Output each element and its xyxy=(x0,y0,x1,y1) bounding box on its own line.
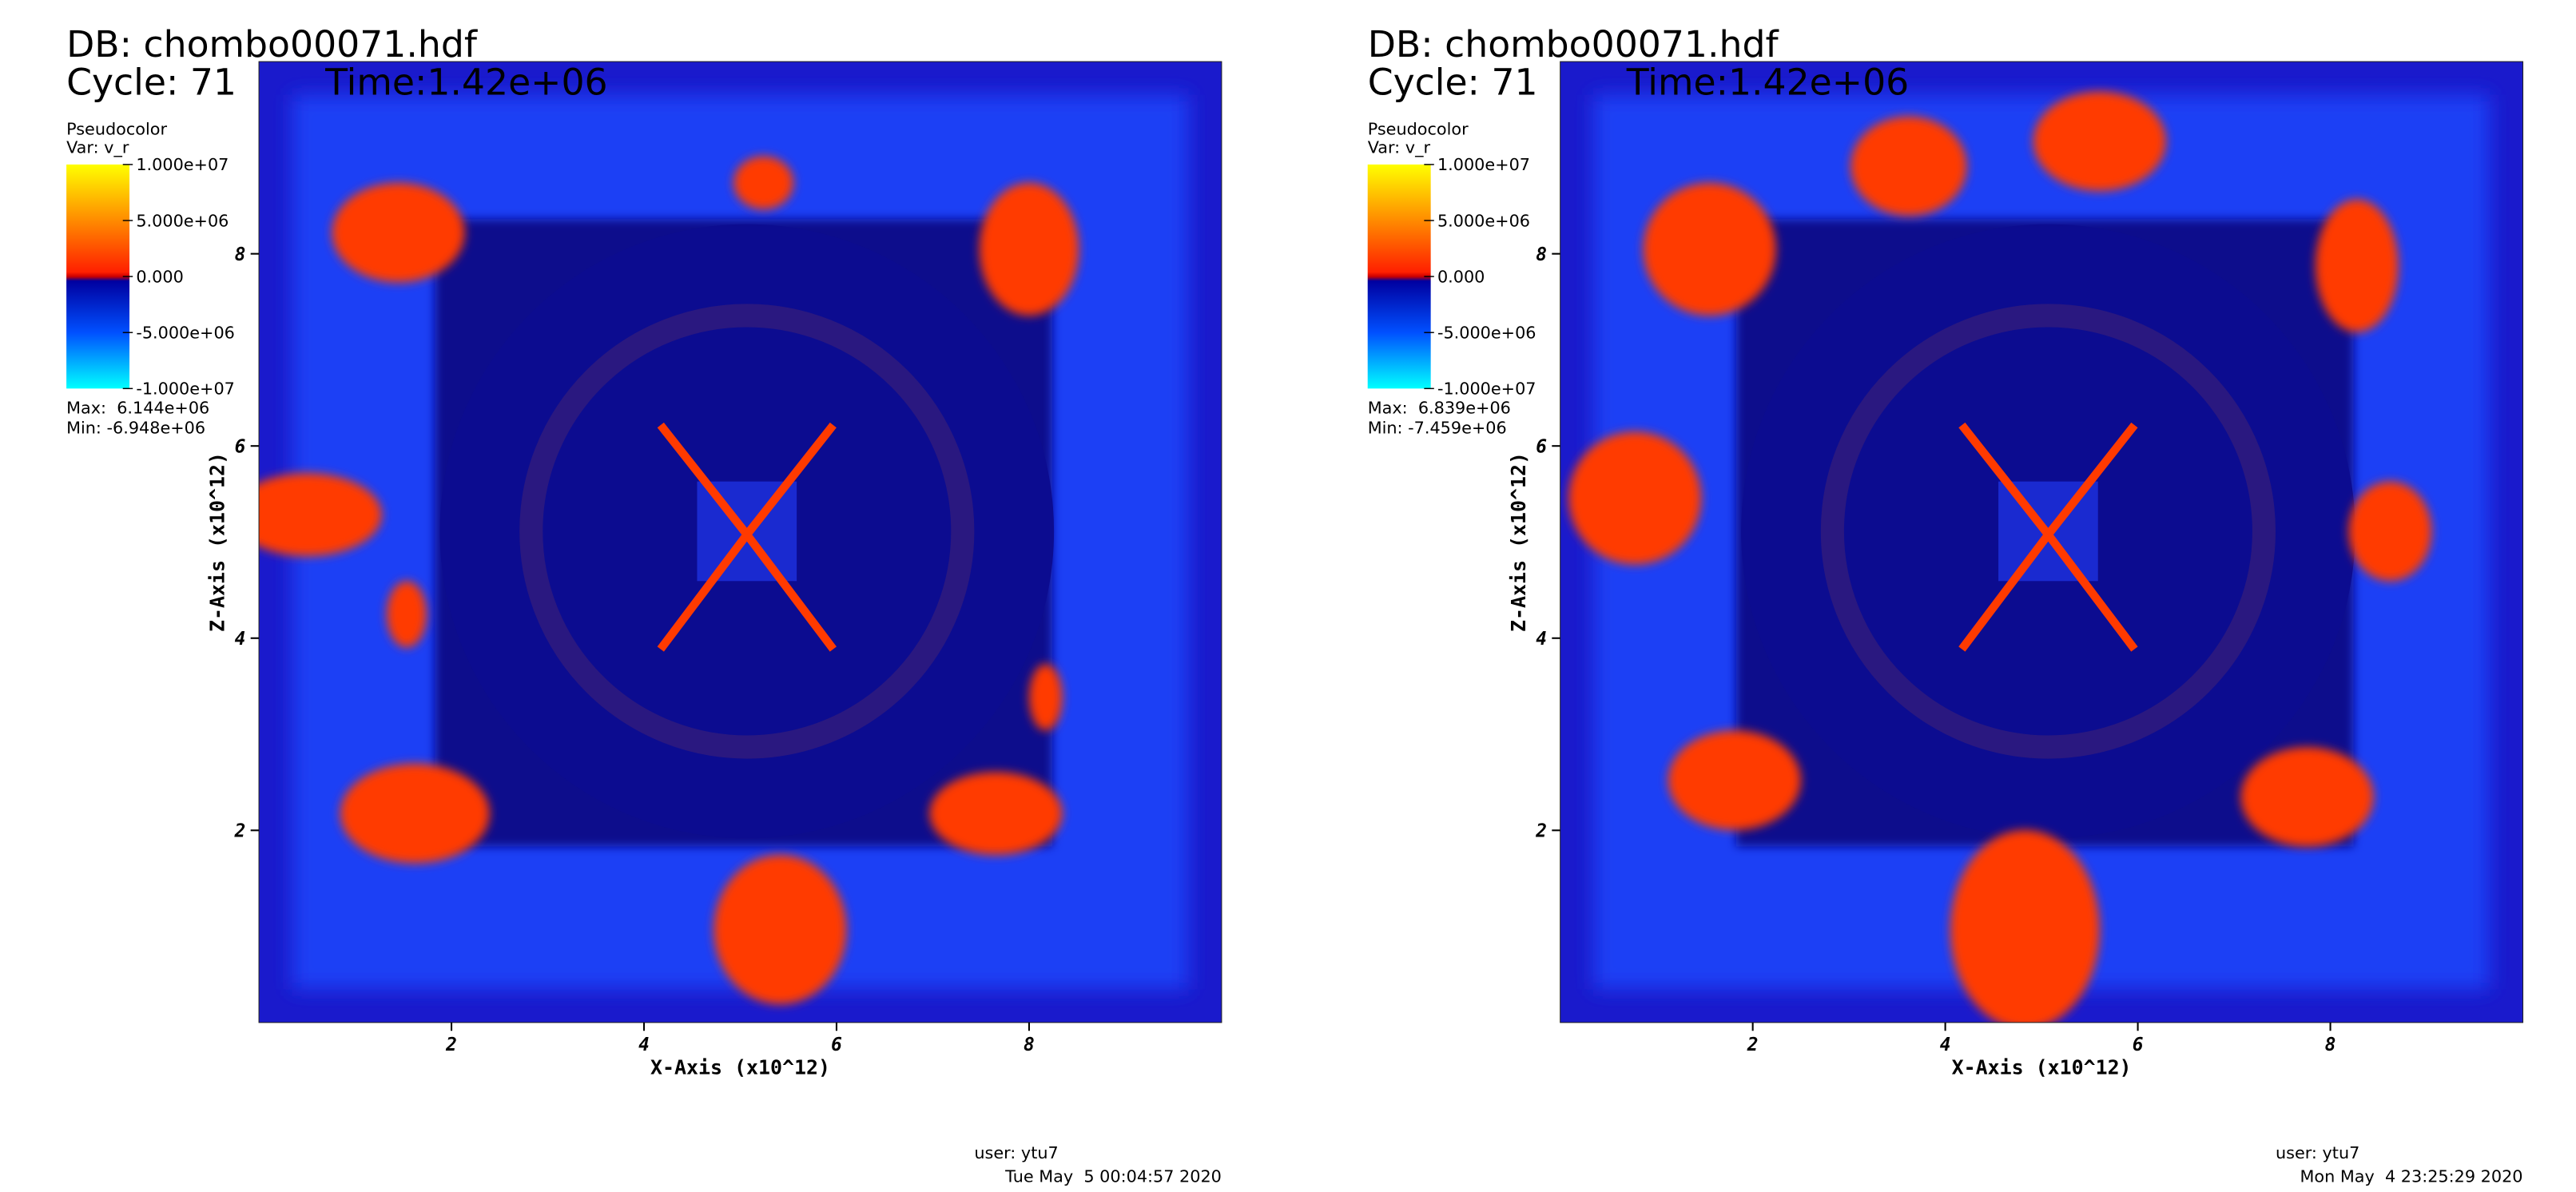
hot-region xyxy=(332,182,465,283)
colorbar-label: 5.000e+06 xyxy=(136,211,229,230)
x-axis-label: X-Axis (x10^12) xyxy=(650,1055,830,1079)
x-tick-label: 8 xyxy=(2325,1035,2336,1055)
time: Time:1.42e+06 xyxy=(324,62,607,104)
pseudocolor-image xyxy=(259,62,1222,1023)
jet xyxy=(743,532,837,652)
ring xyxy=(519,304,975,759)
y-tick-label: 6 xyxy=(235,437,246,458)
y-tick-label: 2 xyxy=(1535,821,1547,842)
hot-region xyxy=(340,763,490,864)
plot-frame xyxy=(1560,61,2524,1023)
hot-region xyxy=(1851,116,1967,217)
jet xyxy=(1958,532,2052,652)
date: Tue May 5 00:04:57 2020 xyxy=(1004,1166,1222,1186)
y-tick-label: 4 xyxy=(1536,629,1547,650)
legend-title: Pseudocolor xyxy=(1368,120,1469,139)
legend-var: Var: v_r xyxy=(66,137,129,157)
x-tick-label: 4 xyxy=(638,1035,650,1055)
hot-region xyxy=(1643,182,1776,316)
hot-region xyxy=(2315,199,2399,332)
x-tick-label: 6 xyxy=(831,1035,842,1055)
user: user: ytu7 xyxy=(2276,1143,2359,1162)
legend-max: Max: 6.144e+06 xyxy=(66,398,209,417)
legend-max: Max: 6.839e+06 xyxy=(1368,398,1511,417)
cycle: Cycle: 71 xyxy=(1368,62,1538,104)
jet xyxy=(2045,422,2138,538)
hot-region xyxy=(1028,664,1063,731)
x-tick-label: 2 xyxy=(1747,1035,1759,1055)
x-tick-label: 8 xyxy=(1024,1035,1035,1055)
hot-region xyxy=(1568,431,1702,565)
jet xyxy=(743,422,837,538)
colorbar-label: 0.000 xyxy=(136,267,183,286)
hot-region xyxy=(1668,730,1801,830)
hot-region xyxy=(2033,91,2166,192)
colorbar-label: 1.000e+07 xyxy=(1437,155,1530,174)
y-tick-label: 8 xyxy=(235,244,246,265)
jet xyxy=(657,422,750,538)
hot-region xyxy=(979,182,1079,316)
hot-region xyxy=(2348,481,2432,582)
colorbar-label: -1.000e+07 xyxy=(136,379,235,399)
db-title: DB: chombo00071.hdf xyxy=(1368,23,1779,66)
hot-region xyxy=(259,473,382,557)
y-tick-label: 8 xyxy=(1536,244,1547,265)
date: Mon May 4 23:25:29 2020 xyxy=(2300,1166,2522,1186)
cycle: Cycle: 71 xyxy=(66,62,237,104)
ring xyxy=(1820,304,2276,759)
y-tick-label: 6 xyxy=(1536,437,1547,458)
colorbar-label: -5.000e+06 xyxy=(136,323,235,342)
user: user: ytu7 xyxy=(974,1143,1058,1162)
hot-region xyxy=(387,581,427,648)
db-title: DB: chombo00071.hdf xyxy=(66,23,478,66)
legend-min: Min: -7.459e+06 xyxy=(1368,418,1507,437)
x-axis-label: X-Axis (x10^12) xyxy=(1952,1055,2132,1079)
colorbar xyxy=(66,164,130,389)
plot-frame xyxy=(258,61,1222,1023)
hot-region xyxy=(714,855,847,1005)
colorbar-label: -1.000e+07 xyxy=(1437,379,1536,399)
legend-min: Min: -6.948e+06 xyxy=(66,418,205,437)
hot-region xyxy=(929,772,1063,856)
colorbar-label: 5.000e+06 xyxy=(1437,211,1530,230)
jet xyxy=(1958,422,2052,538)
x-tick-label: 2 xyxy=(445,1035,457,1055)
time: Time:1.42e+06 xyxy=(1626,62,1909,104)
y-axis-label: Z-Axis (x10^12) xyxy=(205,452,229,632)
x-tick-label: 6 xyxy=(2133,1035,2144,1055)
hot-region xyxy=(1950,829,2100,1023)
jet xyxy=(2045,532,2138,652)
x-tick-label: 4 xyxy=(1940,1035,1951,1055)
colorbar-label: 0.000 xyxy=(1437,267,1485,286)
legend-var: Var: v_r xyxy=(1368,137,1431,157)
hot-region xyxy=(2240,747,2374,847)
colorbar-label: 1.000e+07 xyxy=(136,155,229,174)
y-tick-label: 2 xyxy=(234,821,246,842)
hot-region xyxy=(733,156,793,209)
y-axis-label: Z-Axis (x10^12) xyxy=(1507,452,1530,632)
legend-title: Pseudocolor xyxy=(66,120,167,139)
colorbar-label: -5.000e+06 xyxy=(1437,323,1536,342)
y-tick-label: 4 xyxy=(235,629,246,650)
jet xyxy=(657,532,750,652)
colorbar xyxy=(1367,164,1431,389)
pseudocolor-image xyxy=(1560,62,2523,1023)
